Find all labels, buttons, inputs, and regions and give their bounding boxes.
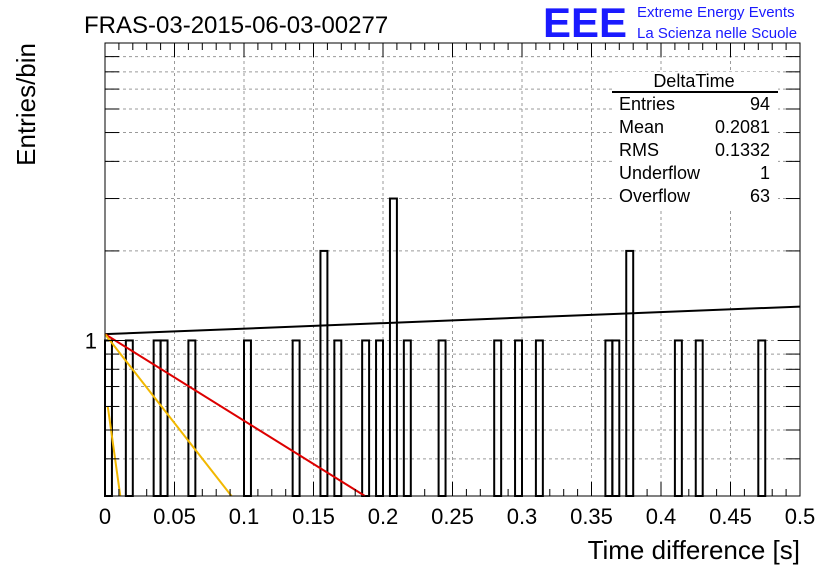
histogram-bar bbox=[611, 339, 621, 497]
histogram-bar bbox=[437, 339, 447, 497]
histogram-bar bbox=[402, 339, 412, 497]
x-tick-label: 0 bbox=[99, 504, 111, 529]
fit-curve bbox=[106, 406, 122, 497]
stats-row-value: 94 bbox=[750, 94, 770, 114]
histogram-bar bbox=[757, 339, 767, 497]
x-tick-label: 0.45 bbox=[709, 504, 752, 529]
stats-row-value: 0.1332 bbox=[715, 140, 770, 160]
fit-curves bbox=[104, 305, 801, 497]
histogram-bar bbox=[291, 339, 301, 497]
histogram-bar bbox=[388, 197, 398, 497]
stats-row-label: Entries bbox=[619, 94, 675, 114]
stats-row-value: 1 bbox=[760, 163, 770, 183]
stats-box-background bbox=[612, 72, 778, 210]
histogram-title: FRAS-03-2015-06-03-00277 bbox=[84, 12, 388, 39]
x-tick-label: 0.05 bbox=[153, 504, 196, 529]
histogram-bar bbox=[361, 339, 371, 497]
stats-row-label: RMS bbox=[619, 140, 659, 160]
histogram-bar bbox=[514, 339, 523, 497]
eee-logo-line1: Extreme Energy Events bbox=[637, 4, 795, 21]
fit-curve bbox=[104, 305, 801, 336]
x-tick-label: 0.1 bbox=[229, 504, 260, 529]
histogram-bar bbox=[159, 339, 169, 497]
stats-row-label: Underflow bbox=[619, 163, 701, 183]
x-axis-label: Time difference [s] bbox=[588, 535, 800, 565]
histogram-bar bbox=[673, 339, 683, 497]
x-tick-label: 0.4 bbox=[646, 504, 677, 529]
histogram-bar bbox=[375, 339, 384, 497]
histogram-bar bbox=[694, 339, 704, 497]
histogram-bar bbox=[243, 339, 252, 497]
x-tick-label: 0.5 bbox=[785, 504, 816, 529]
tick-labels: 0 0.05 0.1 0.15 0.2 0.25 0.3 0.35 0.4 0.45 0.5 1 bbox=[85, 328, 816, 529]
stats-row-value: 63 bbox=[750, 186, 770, 206]
fit-curve bbox=[104, 333, 366, 497]
histogram-bar bbox=[493, 339, 503, 497]
stats-box-title: DeltaTime bbox=[653, 71, 734, 91]
x-tick-label: 0.15 bbox=[292, 504, 335, 529]
x-tick-label: 0.2 bbox=[368, 504, 399, 529]
x-tick-label: 0.35 bbox=[570, 504, 613, 529]
histogram-bars bbox=[104, 197, 767, 497]
stats-row-label: Overflow bbox=[619, 186, 691, 206]
x-tick-label: 0.3 bbox=[507, 504, 538, 529]
eee-logo: EEE Extreme Energy Events La Scienza nel… bbox=[543, 0, 797, 46]
y-tick-label: 1 bbox=[85, 328, 97, 353]
eee-logo-line2: La Scienza nelle Scuole bbox=[637, 25, 797, 42]
histogram-bar bbox=[333, 339, 343, 497]
stats-row-value: 0.2081 bbox=[715, 117, 770, 137]
x-tick-label: 0.25 bbox=[431, 504, 474, 529]
stats-box: DeltaTime Entries 94 Mean 0.2081 RMS 0.1332 Un… bbox=[612, 71, 778, 210]
histogram-bar bbox=[187, 339, 197, 497]
fit-curve bbox=[104, 333, 233, 497]
histogram-bar bbox=[604, 339, 614, 497]
eee-logo-text: EEE bbox=[543, 0, 627, 46]
stats-row-label: Mean bbox=[619, 117, 664, 137]
histogram-bar bbox=[534, 339, 544, 497]
histogram-bar bbox=[152, 339, 162, 497]
axis-ticks bbox=[104, 42, 801, 496]
y-axis-label: Entries/bin bbox=[11, 43, 41, 166]
